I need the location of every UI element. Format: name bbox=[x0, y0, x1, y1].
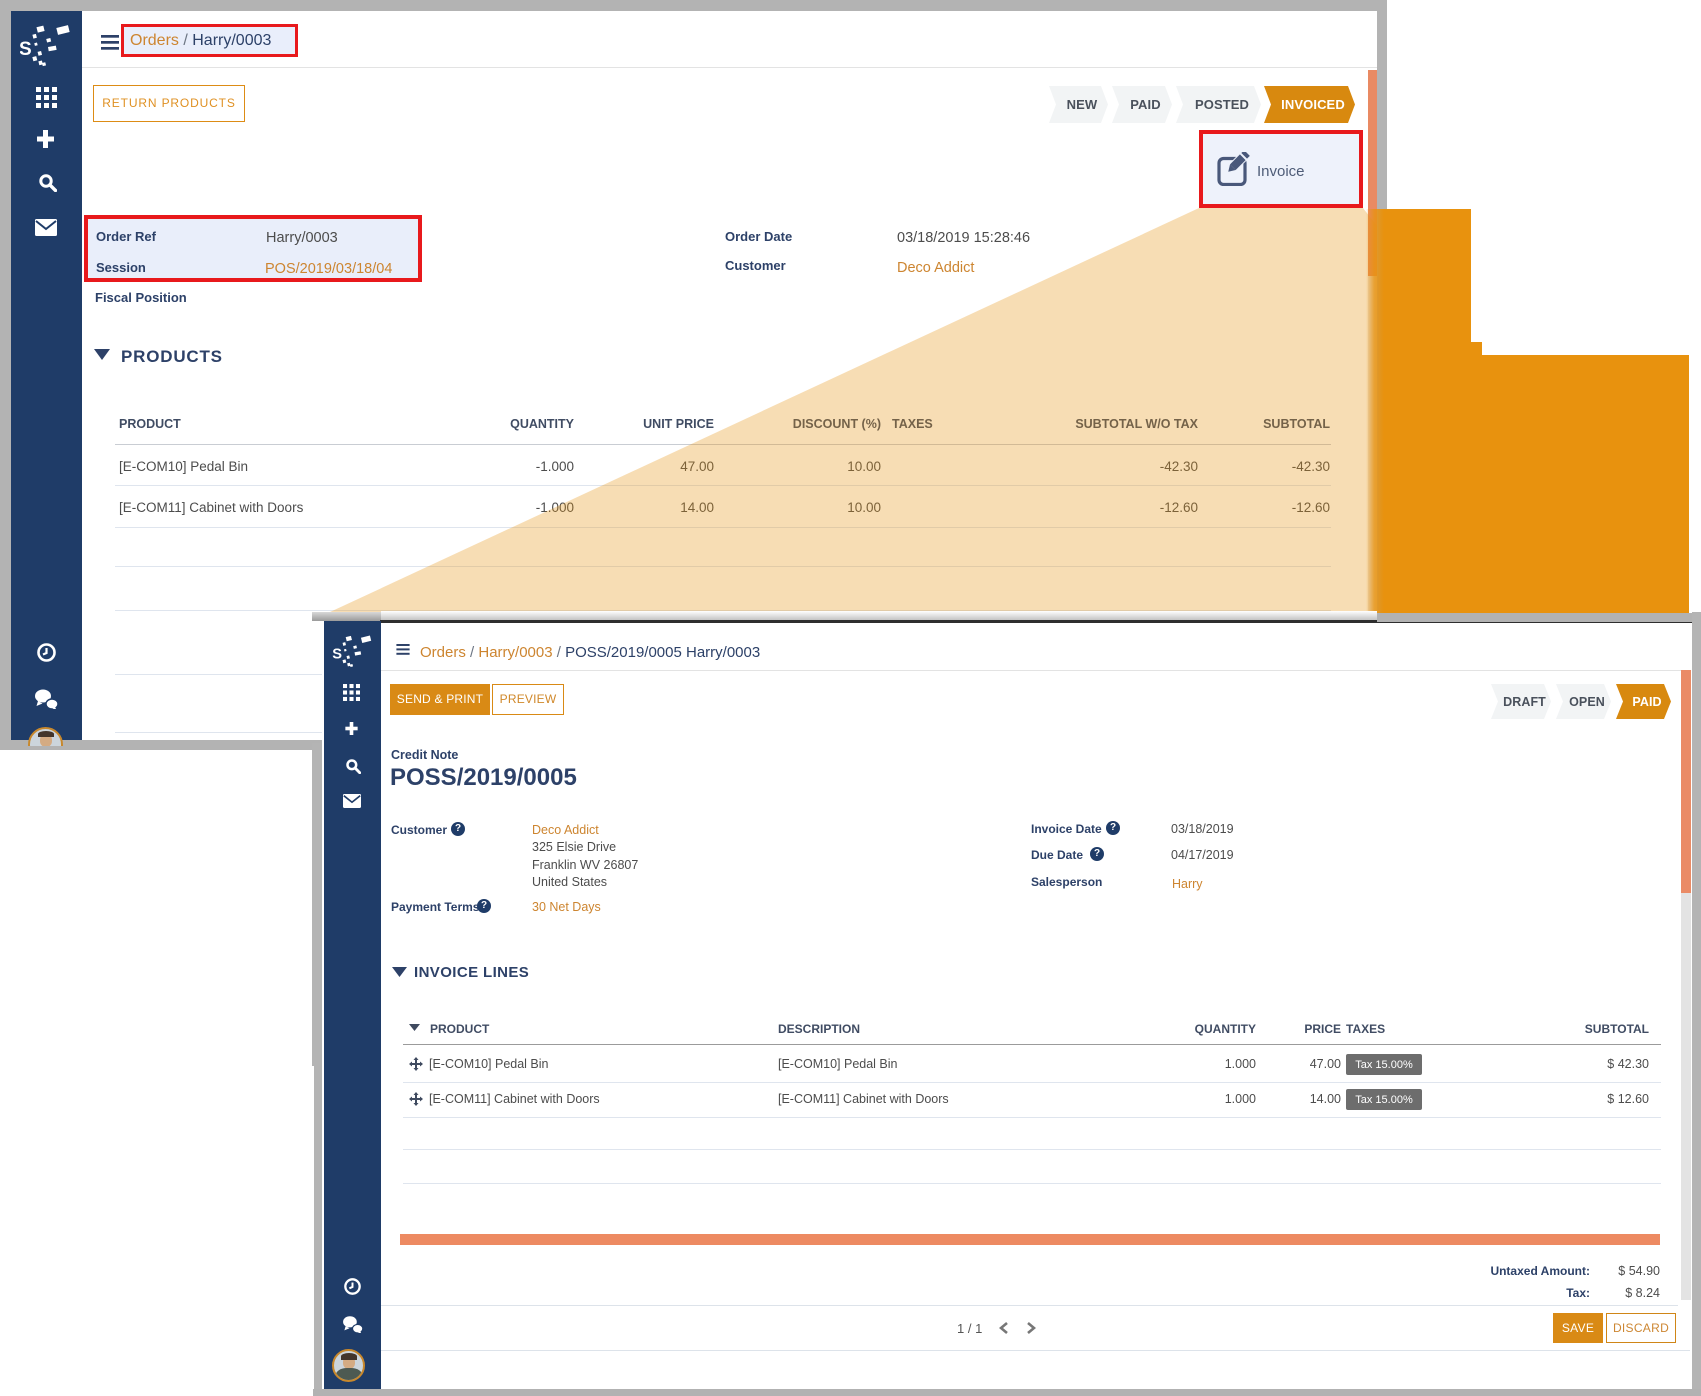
svg-text:S: S bbox=[332, 646, 342, 662]
svg-text:S: S bbox=[20, 39, 32, 60]
